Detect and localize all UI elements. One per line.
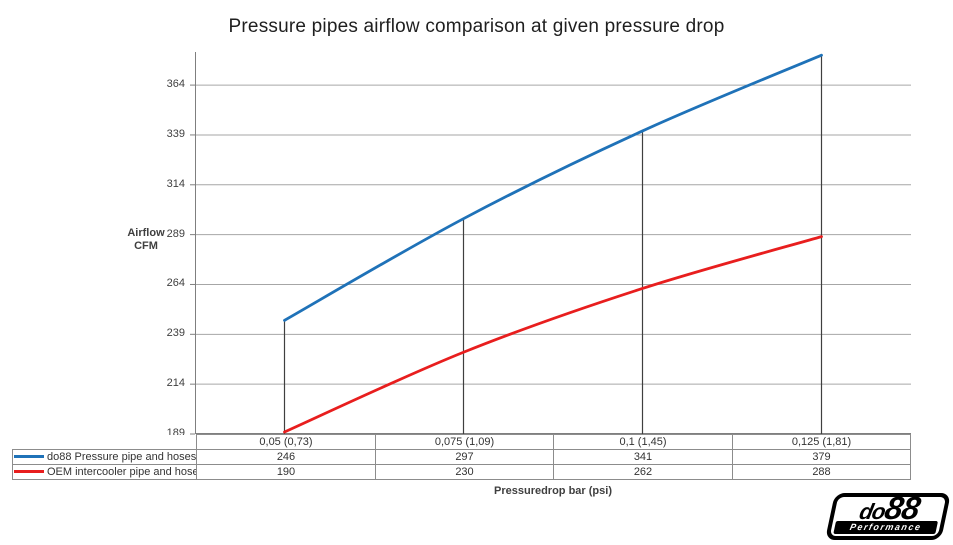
y-axis-title-line1: Airflow — [127, 227, 165, 239]
y-tick-label: 364 — [166, 78, 185, 91]
y-tick-label: 239 — [166, 327, 185, 340]
series-name: OEM intercooler pipe and hoses — [47, 466, 197, 478]
y-tick-label: 314 — [166, 177, 185, 190]
chart-plot-svg — [190, 52, 911, 435]
y-axis-title-line2: CFM — [134, 240, 158, 252]
y-tick-label: 289 — [166, 227, 185, 240]
table-cell: 190 — [196, 464, 376, 480]
do88-logo-tagline: Performance — [833, 521, 939, 534]
table-row-oem: OEM intercooler pipe and hoses 190 230 2… — [12, 464, 911, 480]
table-cell: 288 — [732, 464, 911, 480]
series-line-1 — [283, 235, 823, 434]
table-cell: 262 — [553, 464, 733, 480]
y-axis-title: Airflow CFM — [122, 227, 170, 253]
table-cell: 379 — [732, 449, 911, 465]
series-name: do88 Pressure pipe and hoses (PP-03) — [47, 451, 197, 463]
series-color-swatch-red — [14, 469, 44, 473]
table-row-do88: do88 Pressure pipe and hoses (PP-03) 246… — [12, 449, 911, 465]
x-category-label: 0,05 (0,73) — [196, 434, 376, 450]
x-axis-title: Pressuredrop bar (psi) — [494, 485, 612, 497]
y-tick-label: 264 — [166, 277, 185, 290]
table-corner-blank — [12, 434, 197, 450]
table-cell: 230 — [375, 464, 554, 480]
plot-area — [190, 52, 911, 435]
table-cell: 246 — [196, 449, 376, 465]
table-cell: 341 — [553, 449, 733, 465]
series-line-0 — [283, 53, 823, 322]
do88-logo: do88 Performance — [825, 490, 951, 540]
data-table: 0,05 (0,73) 0,075 (1,09) 0,1 (1,45) 0,12… — [12, 434, 911, 480]
x-category-label: 0,1 (1,45) — [553, 434, 733, 450]
x-category-label: 0,075 (1,09) — [375, 434, 554, 450]
page-title: Pressure pipes airflow comparison at giv… — [228, 16, 725, 37]
x-category-label: 0,125 (1,81) — [732, 434, 911, 450]
y-tick-label: 214 — [166, 377, 185, 390]
table-cell: 297 — [375, 449, 554, 465]
y-tick-label: 339 — [166, 127, 185, 140]
series-legend-do88: do88 Pressure pipe and hoses (PP-03) — [12, 449, 197, 465]
x-category-row: 0,05 (0,73) 0,075 (1,09) 0,1 (1,45) 0,12… — [12, 434, 911, 450]
series-legend-oem: OEM intercooler pipe and hoses — [12, 464, 197, 480]
series-color-swatch-blue — [14, 454, 44, 458]
